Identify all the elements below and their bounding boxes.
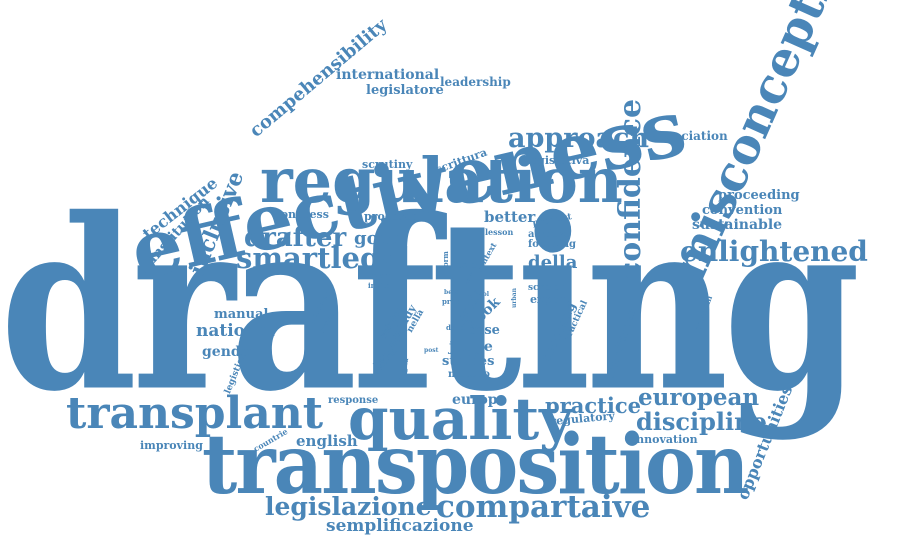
word-european: european <box>638 384 760 411</box>
word-legislazione: legislazione <box>265 492 432 521</box>
word-association: association <box>652 129 728 143</box>
word-discipline: discipline <box>636 407 767 436</box>
word-compartaive: compartaive <box>436 489 651 525</box>
word-drafting: drafting <box>0 167 860 444</box>
word-innovation: innovation <box>632 433 698 446</box>
word-better: better <box>484 208 536 226</box>
word-processo: processo <box>364 210 419 223</box>
word-legislativa: legislativa <box>526 154 590 167</box>
word-regulation: regulation <box>260 144 623 217</box>
word-proc: proc <box>442 297 460 306</box>
word-approach: approach <box>508 123 650 154</box>
word-quality: quality <box>348 385 573 453</box>
word-drafter: drafter <box>244 223 347 253</box>
word-transposition: transposition <box>202 417 749 513</box>
word-achieve: achieve <box>528 229 571 240</box>
word-legislatore: legislatore <box>366 83 444 98</box>
word-studies: studies <box>442 354 495 369</box>
word-english: english <box>296 432 358 450</box>
word-europe: europe <box>452 392 507 408</box>
word-international: international <box>336 67 440 83</box>
word-scrutiny: scrutiny <box>362 158 413 171</box>
word-della: della <box>528 252 578 273</box>
word-urban: urban <box>511 288 518 308</box>
word-post: post <box>424 347 439 354</box>
word-sustainable: sustainable <box>692 217 783 233</box>
word-gender: gender <box>202 344 257 360</box>
word-lesson: lesson <box>485 227 514 237</box>
word-expert: expert <box>530 293 570 306</box>
word-semplificazione: semplificazione <box>326 516 474 536</box>
word-congress: congress <box>274 208 329 221</box>
word-improving: improving <box>140 439 203 452</box>
word-plain: plain <box>372 271 392 280</box>
word-national: national <box>196 321 275 341</box>
word-proceeding: proceeding <box>718 188 800 203</box>
word-invite: invite <box>368 281 391 290</box>
word-scholar: scholar <box>528 283 566 293</box>
word-testo: testo <box>452 261 478 271</box>
word-best: best <box>444 289 459 296</box>
word-focusing: focusing <box>528 239 577 250</box>
word-enlightened: enlightened <box>680 235 868 268</box>
word-transplant: transplant <box>66 388 324 439</box>
word-manual: manual <box>214 307 269 322</box>
word-case: case <box>468 323 500 338</box>
word-judge: judge <box>449 339 493 355</box>
word-smartlegal: smartlegal <box>236 241 411 275</box>
word-form: form <box>441 251 450 270</box>
word-delle: delle <box>446 323 466 332</box>
word-tool: tool <box>476 291 490 298</box>
word-convention: convention <box>702 203 783 218</box>
word-practice: practice <box>545 393 641 418</box>
word-leadership: leadership <box>440 75 511 89</box>
word-response: response <box>328 395 379 406</box>
word-good: good <box>354 228 404 249</box>
word-metodo: metodo <box>448 369 490 380</box>
